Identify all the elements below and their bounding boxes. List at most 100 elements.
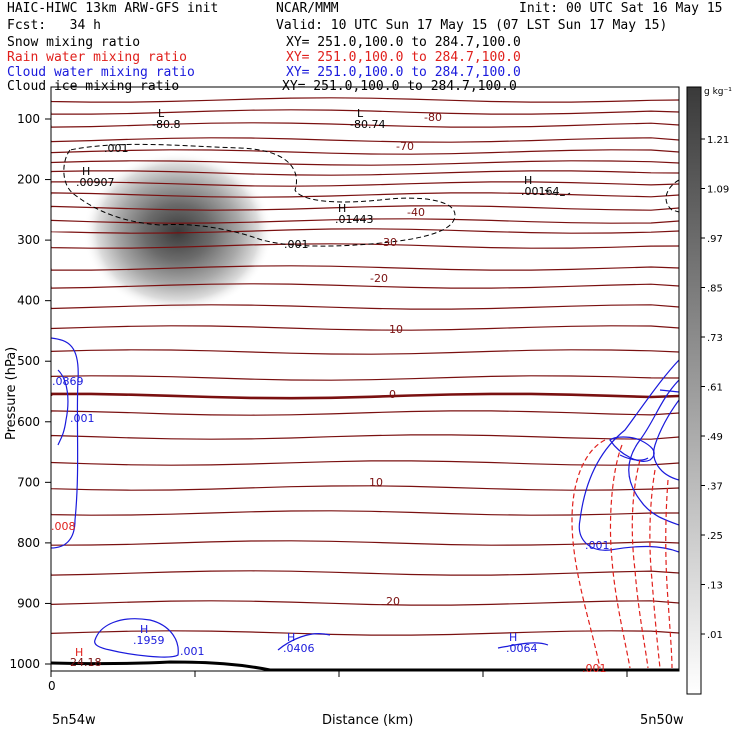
cloud-water-label-1: .001 bbox=[70, 412, 95, 425]
temp-label-twenty: 20 bbox=[386, 595, 400, 608]
high-value-4: .1959 bbox=[133, 634, 165, 647]
low-value-1: -80.8 bbox=[152, 118, 180, 131]
colorbar-label: .01 bbox=[707, 630, 723, 641]
snow-shading bbox=[83, 152, 273, 312]
colorbar-label: .49 bbox=[707, 432, 723, 443]
isotherm-line bbox=[51, 375, 679, 381]
isotherm-line bbox=[51, 392, 679, 400]
high-marker-3: H bbox=[524, 174, 532, 187]
colorbar-label: .85 bbox=[707, 284, 723, 295]
isotherm-line bbox=[51, 205, 679, 211]
isotherm-line bbox=[51, 600, 679, 606]
low-marker-1: L bbox=[158, 107, 165, 120]
high-value-2: .01443 bbox=[335, 213, 374, 226]
y-tick-label-700: 700 bbox=[17, 475, 40, 489]
temp-label-minus70: -70 bbox=[396, 140, 414, 153]
y-tick-label-300: 300 bbox=[17, 233, 40, 247]
isotherm-line bbox=[51, 485, 679, 491]
forecast-hour: Fcst: 34 h bbox=[7, 18, 101, 33]
colorbar bbox=[686, 86, 702, 695]
model-title: HAIC-HIWC 13km ARW-GFS init bbox=[7, 1, 219, 16]
temp-label-minus30: -30 bbox=[379, 236, 397, 249]
temp-label-minus40: -40 bbox=[407, 206, 425, 219]
colorbar-label: .73 bbox=[707, 333, 723, 344]
colorbar-label: .97 bbox=[707, 234, 723, 245]
cloud-water-label-4: .0869 bbox=[52, 375, 84, 388]
high-marker-2: H bbox=[338, 202, 346, 215]
isotherm-line bbox=[51, 540, 679, 546]
isotherm-line bbox=[51, 122, 679, 128]
low-marker-2: L bbox=[357, 107, 364, 120]
valid-time: Valid: 10 UTC Sun 17 May 15 (07 LST Sun … bbox=[276, 18, 668, 33]
ice-contour-label-2: .001 bbox=[284, 238, 309, 251]
cloud-water-label-2: .001 bbox=[180, 645, 205, 658]
y-tick-label-800: 800 bbox=[17, 536, 40, 550]
colorbar-label: 1.09 bbox=[707, 185, 729, 196]
plot-frame bbox=[50, 86, 680, 672]
isotherm-line bbox=[51, 434, 679, 440]
high-marker-6: H bbox=[509, 631, 517, 644]
high-value-5: .0406 bbox=[283, 642, 315, 655]
isotherm-line bbox=[51, 218, 679, 224]
isotherm-line bbox=[51, 304, 679, 310]
high-marker-1: H bbox=[82, 165, 90, 178]
isotherm-line bbox=[51, 97, 679, 103]
y-tick-label-900: 900 bbox=[17, 596, 40, 610]
isotherm-line bbox=[51, 137, 679, 143]
isotherm-line bbox=[51, 283, 679, 289]
rain-field-xy: XY= 251.0,100.0 to 284.7,100.0 bbox=[286, 50, 521, 65]
isotherm-line bbox=[51, 243, 679, 249]
isotherm-line bbox=[51, 349, 679, 355]
isotherm-line bbox=[51, 170, 679, 176]
rain-water-label-1: .001 bbox=[582, 662, 607, 675]
temp-label-minus10: -10 bbox=[385, 323, 403, 336]
cloud-ice-contours bbox=[63, 143, 679, 247]
x-axis bbox=[50, 671, 628, 677]
y-tick-label-100: 100 bbox=[17, 112, 40, 126]
isotherm-line bbox=[51, 460, 679, 466]
left-endpoint-label: 5n54w bbox=[52, 713, 96, 728]
rain-field-label: Rain water mixing ratio bbox=[7, 50, 188, 65]
isotherm-line bbox=[51, 325, 679, 331]
cloud-water-label-3: .001 bbox=[585, 539, 610, 552]
isotherm-line bbox=[51, 410, 679, 416]
temp-label-minus80: -80 bbox=[424, 111, 442, 124]
colorbar-labels: 1.21 1.09 .97 .85 .73 .61 .49 .37 .25 .13 .01 bbox=[701, 135, 729, 641]
init-time: Init: 00 UTC Sat 16 May 15 bbox=[519, 1, 723, 16]
colorbar-label: .13 bbox=[707, 581, 723, 592]
temp-label-minus20: -20 bbox=[370, 272, 388, 285]
terrain-line bbox=[50, 660, 679, 672]
y-tick-label-1000: 1000 bbox=[9, 657, 40, 671]
high-marker-5: H bbox=[287, 631, 295, 644]
cloud-water-contours bbox=[51, 337, 679, 658]
isotherm-line bbox=[51, 192, 679, 198]
colorbar-label: .25 bbox=[707, 531, 723, 542]
temp-label-ten: 10 bbox=[369, 476, 383, 489]
rain-water-label-2: .008 bbox=[51, 520, 76, 533]
right-endpoint-label: 5n50w bbox=[640, 713, 684, 728]
center-title: NCAR/MMM bbox=[276, 1, 339, 16]
colorbar-label: 1.21 bbox=[707, 135, 729, 146]
isotherm-line bbox=[51, 630, 679, 636]
x-axis-label: Distance (km) bbox=[322, 713, 413, 728]
y-axis-label: Pressure (hPa) bbox=[4, 347, 19, 440]
isotherm-line bbox=[51, 181, 679, 187]
isotherm-line bbox=[51, 265, 679, 271]
ice-contour-label-1: .001 bbox=[104, 142, 129, 155]
rain-water-contours bbox=[571, 439, 673, 669]
colorbar-label: .37 bbox=[707, 482, 723, 493]
high-marker-4: H bbox=[140, 623, 148, 636]
isotherm-line bbox=[51, 149, 679, 155]
isotherm-line bbox=[51, 160, 679, 166]
isotherm-line bbox=[51, 228, 679, 234]
cloud-water-field-label: Cloud water mixing ratio bbox=[7, 65, 195, 80]
high-value-6: .0064 bbox=[506, 642, 538, 655]
colorbar-label: .61 bbox=[707, 383, 723, 394]
cloud-water-field-xy: XY= 251.0,100.0 to 284.7,100.0 bbox=[286, 65, 521, 80]
colorbar-unit: g kg⁻¹ bbox=[704, 87, 732, 97]
temp-label-zero: 0 bbox=[389, 388, 396, 401]
y-tick-label-200: 200 bbox=[17, 173, 40, 187]
y-tick-label-400: 400 bbox=[17, 294, 40, 308]
isotherm-line bbox=[51, 570, 679, 576]
